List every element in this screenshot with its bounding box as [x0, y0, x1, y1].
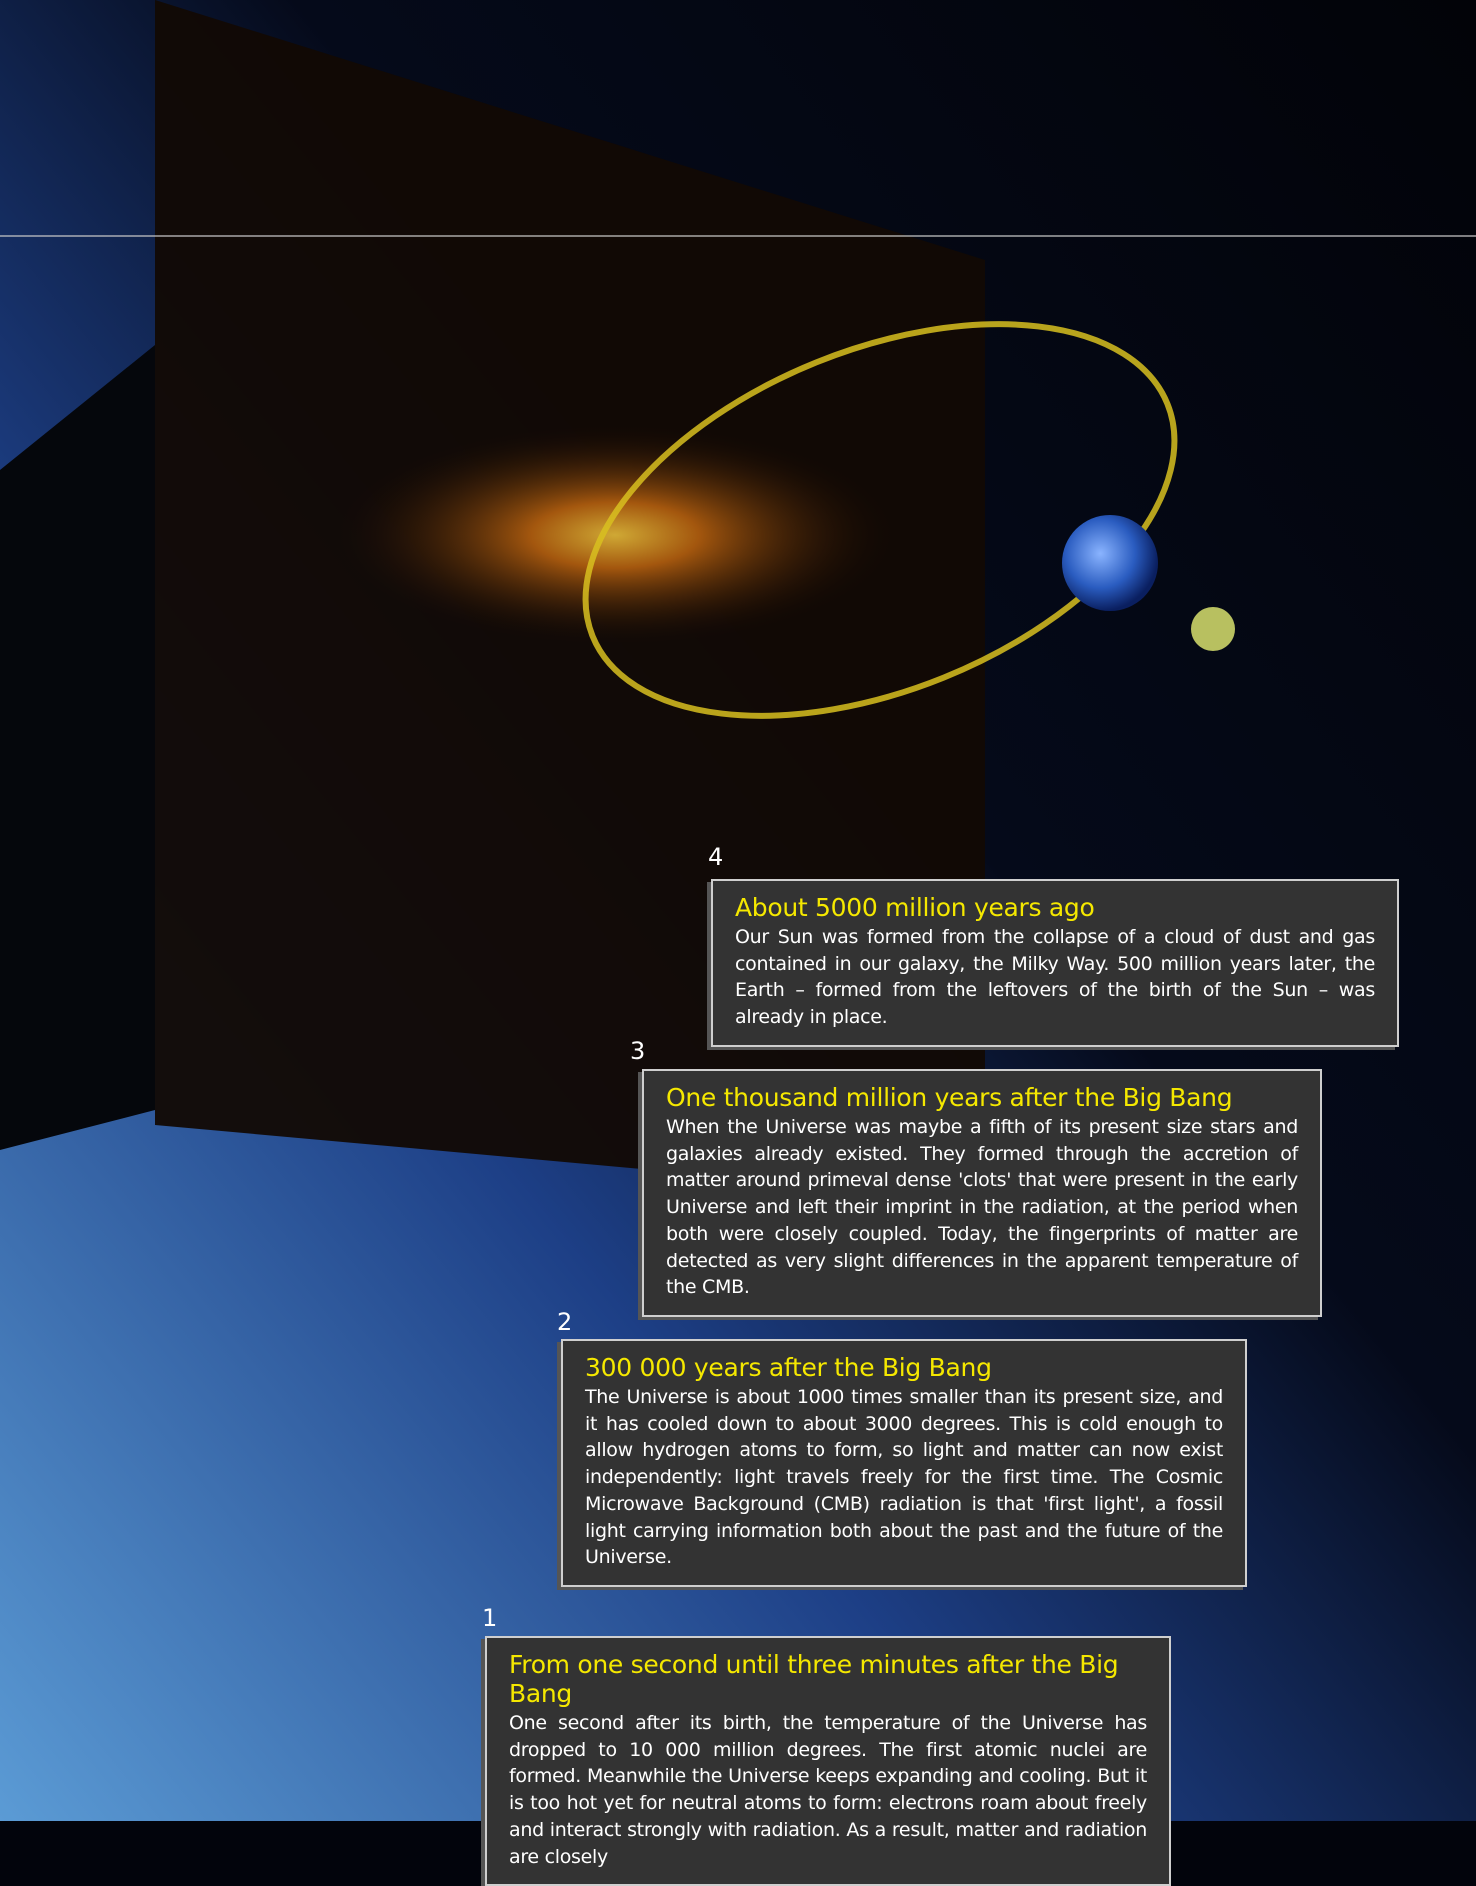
step-title: One thousand million years after the Big… [666, 1083, 1233, 1112]
step-title: About 5000 million years ago [735, 893, 1095, 922]
step-box: 300 000 years after the Big Bang The Univ… [561, 1339, 1247, 1587]
step-box: One thousand million years after the Big… [642, 1069, 1322, 1317]
step-text: One second after its birth, the temperat… [509, 1712, 1147, 1868]
step-number: 3 [630, 1037, 646, 1065]
step-text: The Universe is about 1000 times smaller… [585, 1386, 1223, 1569]
step-title: 300 000 years after the Big Bang [585, 1353, 992, 1382]
step-title: From one second until three minutes afte… [509, 1650, 1119, 1708]
step-number: 1 [482, 1604, 498, 1632]
step-number: 2 [557, 1308, 573, 1336]
step-box: About 5000 million years ago Our Sun was … [711, 879, 1399, 1047]
step-text: When the Universe was maybe a fifth of i… [666, 1116, 1298, 1299]
step-box: From one second until three minutes afte… [485, 1636, 1171, 1886]
step-text: Our Sun was formed from the collapse of … [735, 926, 1375, 1029]
step-number: 4 [708, 843, 724, 871]
